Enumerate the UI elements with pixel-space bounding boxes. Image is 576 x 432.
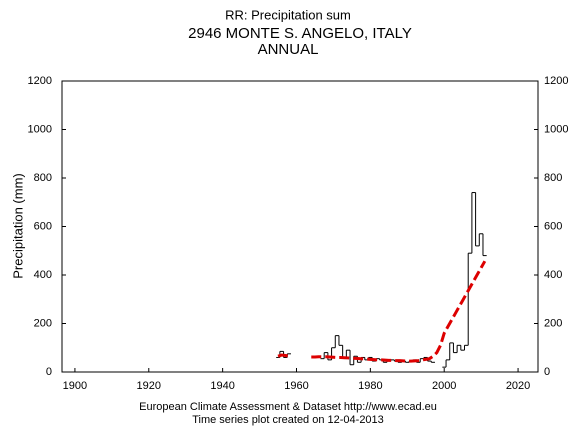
y2-tick-label: 200 [544,317,562,329]
y-tick-label: 400 [34,269,52,281]
chart-title: RR: Precipitation sum [225,7,351,22]
x-tick-label: 2020 [506,380,530,392]
y-tick-label: 1000 [28,123,52,135]
x-tick-label: 2000 [432,380,456,392]
chart-subtitle: 2946 MONTE S. ANGELO, ITALY [188,25,412,42]
y-tick-label: 1200 [28,75,52,87]
footer: Time series plot created on 12-04-2013 [192,414,384,426]
y-tick-label: 200 [34,317,52,329]
plot-frame [61,80,539,373]
y-tick-label: 600 [34,220,52,232]
y2-tick-label: 1200 [544,75,568,87]
y2-tick-label: 400 [544,269,562,281]
y-tick-label: 0 [46,366,52,378]
x-tick-label: 1960 [284,380,308,392]
chart-period: ANNUAL [258,41,319,58]
smoothed-line [277,260,487,363]
y2-tick-label: 800 [544,172,562,184]
x-tick-label: 1980 [358,380,382,392]
y-tick-label: 800 [34,172,52,184]
footer: European Climate Assessment & Dataset ht… [139,401,437,413]
y-axis-label: Precipitation (mm) [10,173,25,278]
x-tick-label: 1900 [63,380,87,392]
y2-tick-label: 600 [544,220,562,232]
y2-tick-label: 0 [544,366,550,378]
x-tick-label: 1920 [137,380,161,392]
y2-tick-label: 1000 [544,123,568,135]
x-tick-label: 1940 [210,380,234,392]
